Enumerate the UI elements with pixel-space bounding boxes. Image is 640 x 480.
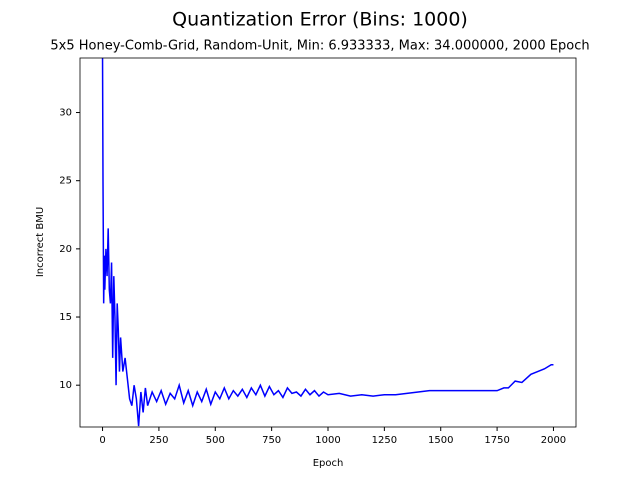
x-tick-label: 1750	[484, 435, 509, 446]
x-tick-label: 250	[149, 435, 168, 446]
x-tick-label: 500	[206, 435, 225, 446]
x-tick-label: 750	[262, 435, 281, 446]
y-tick-label: 15	[59, 312, 72, 323]
x-tick-label: 2000	[541, 435, 566, 446]
y-axis-label: Incorrect BMU	[35, 207, 46, 277]
x-tick-label: 1000	[315, 435, 340, 446]
x-tick-label: 1500	[428, 435, 453, 446]
y-tick-label: 20	[59, 244, 72, 255]
chart-subtitle: 5x5 Honey-Comb-Grid, Random-Unit, Min: 6…	[50, 39, 589, 54]
x-tick-label: 1250	[372, 435, 397, 446]
x-tick-label: 0	[99, 435, 105, 446]
line	[101, 58, 554, 427]
plot-frame	[79, 57, 577, 428]
x-axis-label: Epoch	[313, 458, 344, 469]
y-tick-label: 10	[59, 380, 72, 391]
y-tick-label: 25	[59, 176, 72, 187]
y-tick-label: 30	[59, 108, 72, 119]
chart-title: Quantization Error (Bins: 1000)	[172, 9, 468, 31]
